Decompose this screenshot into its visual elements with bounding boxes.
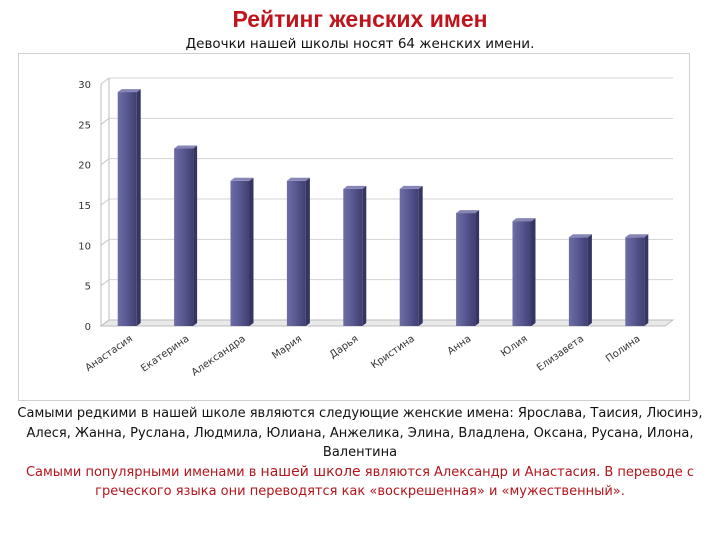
bar [512,221,532,326]
bar-top [456,210,480,214]
grid-side-line [100,279,110,287]
x-tick-label: Анастасия [84,333,135,374]
x-tick-label: Екатерина [139,333,191,374]
bar-top [399,185,423,189]
notes-block: Самыми редкими в нашей школе являются сл… [0,404,720,502]
bar-top [286,177,310,181]
y-tick-label: 25 [78,120,91,131]
bar-side [305,177,310,326]
y-tick-label: 20 [78,161,91,172]
y-tick-label: 0 [85,322,91,333]
y-tick-label: 30 [78,80,91,91]
grid-side-line [100,198,110,206]
bar [568,237,588,326]
page-title: Рейтинг женских имен [232,6,488,32]
bar-top [343,185,367,189]
bar-side [587,234,592,326]
bar-chart: 0 5 10 15 20 25 30 Анастасия ЕкатеринаАлександра… [78,77,675,379]
bar-side [362,185,367,326]
bar-side [418,185,423,326]
bar-top [512,218,536,222]
bar [343,188,363,326]
page-subtitle: Девочки нашей школы носят 64 женских име… [185,36,535,52]
x-tick-label: Мария [270,333,304,361]
x-tick-label: Кристина [369,333,417,371]
grid-side-line [100,77,110,85]
bar [174,148,194,326]
bar-side [136,89,141,326]
bar-side [249,177,254,326]
bar [625,237,645,326]
bar [117,92,137,326]
bar-side [531,218,536,326]
popular-note-part-3: являются Александр и Анастасия. В перево… [95,464,695,500]
bar-side [475,210,480,326]
bar [456,213,476,326]
x-tick-label: Полина [604,333,642,364]
x-tick-label: Александра [190,333,248,378]
chart-frame: 0 5 10 15 20 25 30 Анастасия Екатерина Александра… [18,53,690,401]
y-tick-label: 5 [85,282,91,293]
bar [286,180,306,326]
y-tick-label: 15 [78,201,91,212]
x-tick-label: Дарья [328,333,361,360]
bar [230,180,250,326]
x-tick-label: Елизавета [535,333,586,373]
bar-side [193,145,198,326]
y-tick-label: 10 [78,241,91,252]
bar-side [644,234,649,326]
popular-note-part-1: Самыми популярными именами в [25,464,261,480]
bar-top [625,234,649,238]
bar [399,188,419,326]
grid-side-line [100,158,110,166]
grid-side-line [100,238,110,246]
bar-top [117,89,141,93]
bar-top [230,177,254,181]
grid-side-line [100,117,110,125]
x-tick-label: Анна [446,333,474,357]
popular-names-note: Самыми популярными именами в нашей школе… [0,463,720,502]
bar-top [568,234,592,238]
bar-top [174,145,198,149]
x-tick-label: Юлия [499,333,530,359]
rare-names-note: Самыми редкими в нашей школе являются сл… [17,406,703,460]
popular-note-part-2: нашей школе [260,463,361,480]
